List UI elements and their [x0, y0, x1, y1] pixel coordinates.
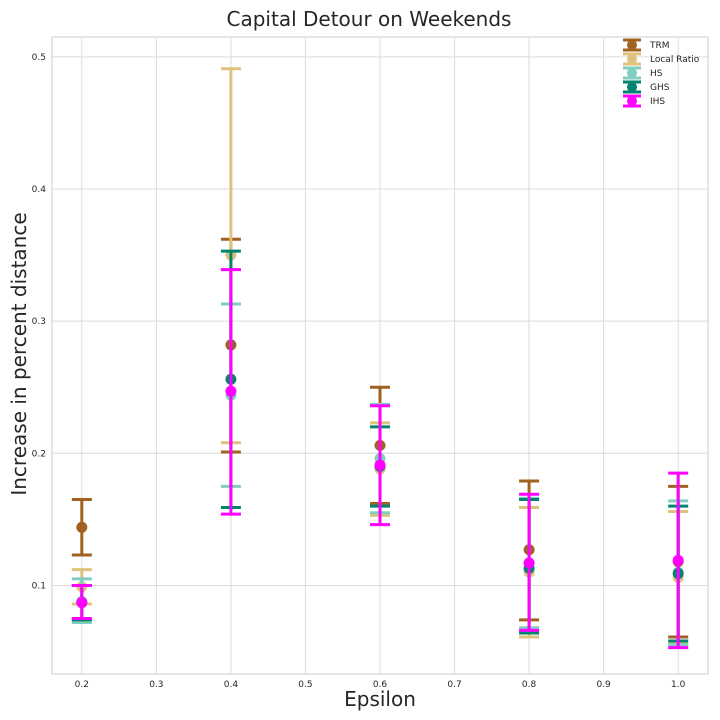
legend-label: GHS	[650, 83, 670, 93]
legend-marker	[627, 40, 637, 50]
legend-label: Local Ratio	[650, 55, 700, 65]
legend-label: HS	[650, 69, 663, 79]
y-axis-ticks: 0.1 0.2 0.3 0.4 0.5	[32, 53, 47, 592]
legend-marker	[627, 96, 637, 106]
legend-marker	[627, 82, 637, 92]
data-marks	[71, 67, 689, 650]
data-point	[523, 557, 535, 569]
data-point	[76, 521, 88, 533]
x-tick-label: 0.2	[75, 680, 89, 690]
series-ihs	[71, 268, 689, 650]
legend-item: IHS	[623, 94, 665, 108]
y-tick-label: 0.5	[32, 53, 46, 63]
legend-label: TRM	[649, 41, 670, 51]
legend-item: HS	[623, 66, 663, 80]
x-tick-label: 0.8	[522, 680, 537, 690]
legend-marker	[627, 68, 637, 78]
x-tick-label: 1.0	[671, 680, 686, 690]
legend-item: Local Ratio	[623, 52, 700, 66]
x-tick-label: 0.9	[596, 680, 611, 690]
x-tick-label: 0.7	[447, 680, 461, 690]
y-axis-label: Increase in percent distance	[7, 212, 31, 495]
x-axis-label: Epsilon	[344, 687, 416, 711]
x-tick-label: 0.6	[373, 680, 388, 690]
data-point	[225, 385, 237, 397]
x-tick-label: 0.3	[149, 680, 163, 690]
data-point	[76, 597, 88, 609]
legend-item: TRM	[623, 38, 670, 52]
legend-item: GHS	[623, 80, 670, 94]
legend: TRM Local Ratio HS GHS IHS	[623, 38, 700, 108]
x-axis-ticks: 0.2 0.3 0.4 0.5 0.6 0.7 0.8 0.9 1.0	[75, 680, 686, 690]
x-tick-label: 0.4	[224, 680, 239, 690]
y-tick-label: 0.4	[32, 185, 47, 195]
y-tick-label: 0.2	[32, 449, 46, 459]
y-tick-label: 0.1	[32, 581, 46, 591]
y-tick-label: 0.3	[32, 317, 46, 327]
data-point	[374, 459, 386, 471]
chart-title: Capital Detour on Weekends	[227, 7, 512, 31]
legend-marker	[627, 54, 637, 64]
data-point	[672, 554, 684, 566]
x-tick-label: 0.5	[298, 680, 312, 690]
legend-label: IHS	[650, 97, 665, 107]
